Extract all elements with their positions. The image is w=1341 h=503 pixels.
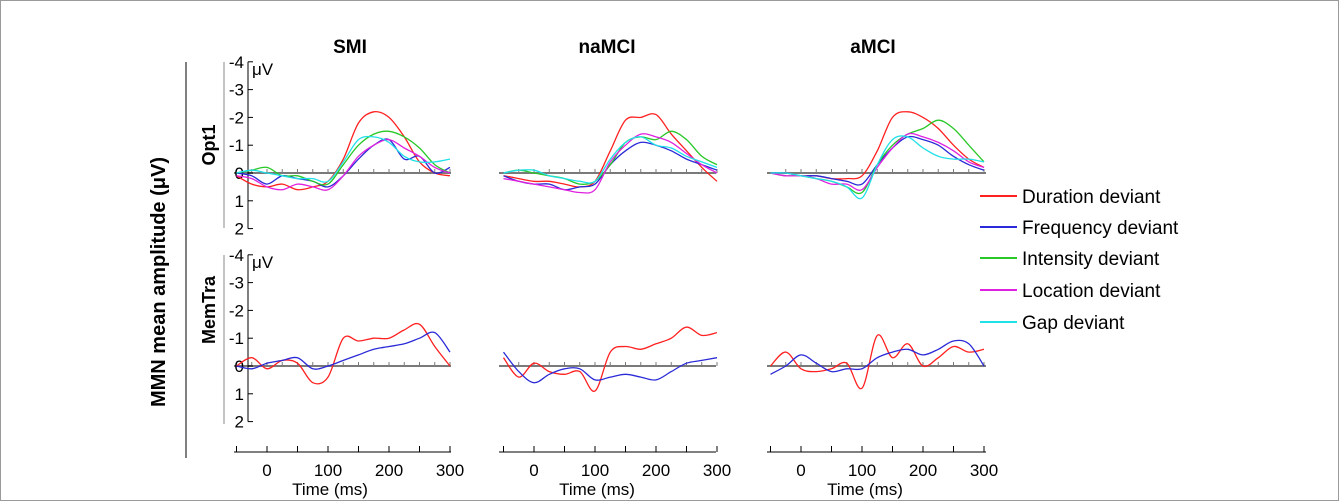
series-line-frequency-deviant <box>502 351 718 384</box>
y-tick-label: -1 <box>229 329 244 348</box>
y-tick-label: -2 <box>229 301 244 320</box>
column-title-amci: aMCI <box>850 37 895 58</box>
x-tick-label: 0 <box>529 461 538 480</box>
x-axis-label-amci: Time (ms) <box>827 480 903 499</box>
x-tick-label: 200 <box>909 461 937 480</box>
unit-label-opt1: μV <box>252 60 274 79</box>
column-title-smi: SMI <box>333 37 367 58</box>
legend-item-duration: Duration deviant <box>980 187 1161 208</box>
column-title-namci: naMCI <box>579 37 636 58</box>
series-line-gap-deviant <box>503 136 718 184</box>
x-tick-label: 200 <box>642 461 670 480</box>
x-tick-label: 200 <box>375 461 403 480</box>
series-line-location-deviant <box>503 133 718 194</box>
x-tick-label: 300 <box>970 461 998 480</box>
x-tick-label: 100 <box>581 461 609 480</box>
series-line-intensity-deviant <box>236 130 451 186</box>
legend-label-intensity: Intensity deviant <box>1022 249 1160 270</box>
legend: Duration deviant Frequency deviant Inten… <box>980 187 1179 334</box>
legend-item-gap: Gap deviant <box>980 313 1125 334</box>
x-tick-label: 300 <box>703 461 731 480</box>
series-line-intensity-deviant <box>503 130 718 185</box>
x-tick-label: 0 <box>796 461 805 480</box>
y-tick-label: 1 <box>235 192 244 211</box>
y-tick-label: -4 <box>229 246 244 265</box>
unit-label-memtra: μV <box>252 253 274 272</box>
panel-amci-opt1 <box>767 111 986 200</box>
series-line-duration-deviant <box>236 322 451 385</box>
series-line-frequency-deviant <box>770 339 985 375</box>
series-line-duration-deviant <box>503 113 718 188</box>
series-line-location-deviant <box>236 138 451 191</box>
y-tick-label: -3 <box>229 81 244 100</box>
y-tick-label: -1 <box>229 136 244 155</box>
legend-label-gap: Gap deviant <box>1022 313 1125 334</box>
series-line-location-deviant <box>770 132 985 191</box>
row-title-opt1: Opt1 <box>199 124 219 165</box>
panel-namci-memtra: 0 100 200 300 <box>499 326 731 480</box>
x-tick-label: 300 <box>436 461 464 480</box>
series-line-gap-deviant <box>770 135 985 200</box>
series-line-duration-deviant <box>236 110 451 191</box>
y-tick-label: 1 <box>235 385 244 404</box>
x-tick-label: 0 <box>262 461 271 480</box>
legend-label-location: Location deviant <box>1022 281 1161 302</box>
x-tick-label: 100 <box>314 461 342 480</box>
y-tick-label: 2 <box>235 220 244 239</box>
series-line-frequency-deviant <box>236 331 451 370</box>
series-line-gap-deviant <box>236 135 451 183</box>
row-title-memtra: MemTra <box>199 275 219 344</box>
series-line-intensity-deviant <box>770 119 985 195</box>
series-line-duration-deviant <box>770 111 985 180</box>
legend-item-frequency: Frequency deviant <box>980 218 1179 239</box>
x-axis-label-namci: Time (ms) <box>559 480 635 499</box>
y-tick-label: -4 <box>229 53 244 72</box>
legend-item-location: Location deviant <box>980 281 1161 302</box>
x-axis-label-smi: Time (ms) <box>292 480 368 499</box>
panel-amci-memtra: 0 100 200 300 <box>767 334 998 480</box>
y-tick-label: -2 <box>229 108 244 127</box>
legend-label-duration: Duration deviant <box>1022 187 1161 208</box>
legend-label-frequency: Frequency deviant <box>1022 218 1179 239</box>
figure-y-axis-label: MMN mean amplitude (μV) <box>148 157 170 407</box>
series-line-duration-deviant <box>502 326 718 392</box>
legend-item-intensity: Intensity deviant <box>980 249 1160 270</box>
y-tick-label: 2 <box>235 413 244 432</box>
panel-namci-opt1 <box>499 113 718 194</box>
y-tick-label: -3 <box>229 274 244 293</box>
x-tick-label: 100 <box>848 461 876 480</box>
series-line-duration-deviant <box>770 334 985 390</box>
